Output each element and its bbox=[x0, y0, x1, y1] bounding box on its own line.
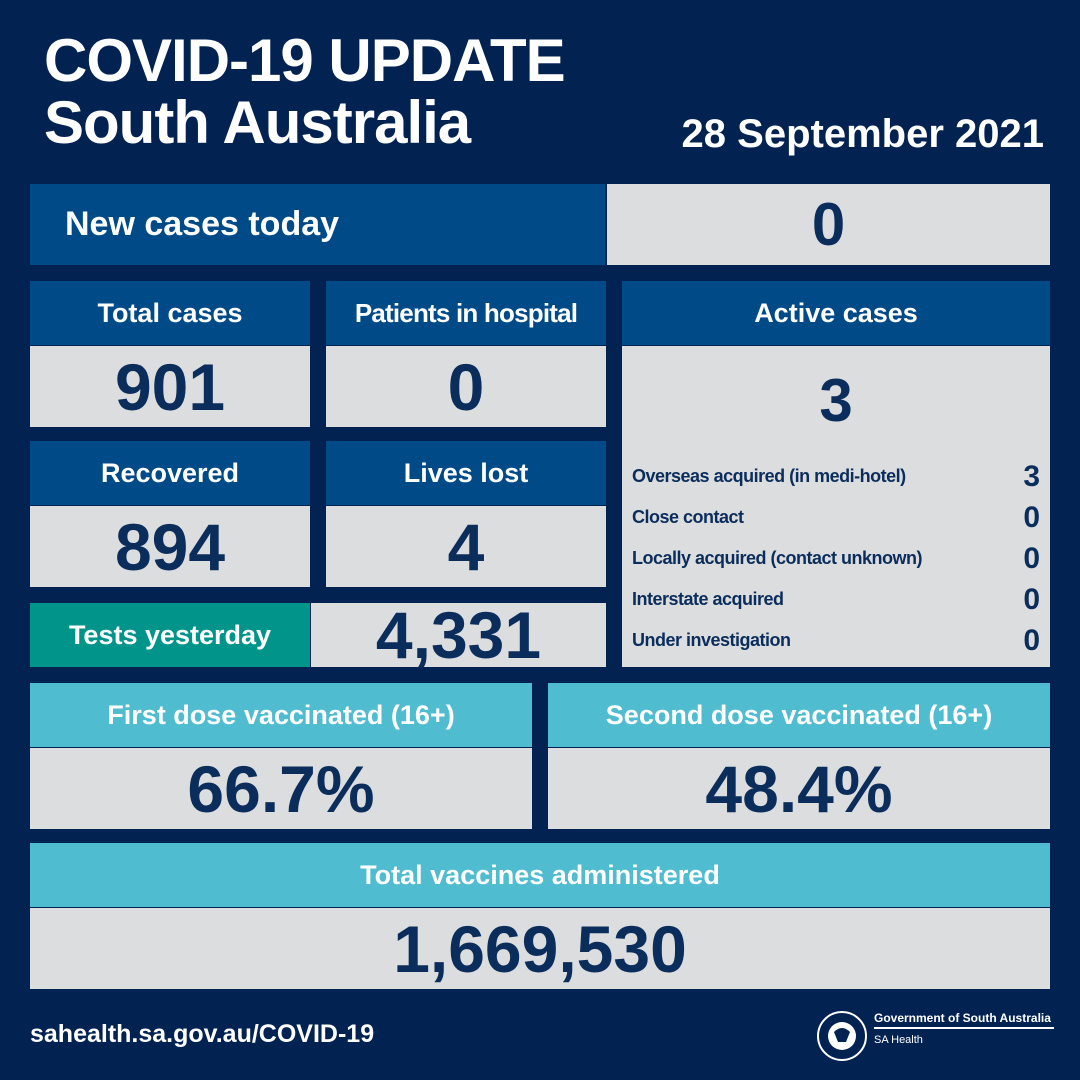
lives-lost-label: Lives lost bbox=[326, 441, 606, 505]
breakdown-label: Under investigation bbox=[632, 630, 791, 650]
first-dose-label: First dose vaccinated (16+) bbox=[30, 683, 532, 747]
total-vaccines-label: Total vaccines administered bbox=[30, 843, 1050, 907]
active-breakdown-row: Interstate acquired 0 bbox=[632, 579, 1040, 620]
breakdown-label: Overseas acquired (in medi-hotel) bbox=[632, 466, 906, 486]
active-breakdown-row: Overseas acquired (in medi-hotel) 3 bbox=[632, 456, 1040, 497]
second-dose-label: Second dose vaccinated (16+) bbox=[548, 683, 1050, 747]
active-breakdown-row: Under investigation 0 bbox=[632, 620, 1040, 661]
active-cases-value: 3 bbox=[819, 367, 853, 434]
breakdown-value: 0 bbox=[1023, 582, 1040, 616]
breakdown-value: 0 bbox=[1023, 623, 1040, 657]
hospital-value: 0 bbox=[326, 346, 606, 427]
active-breakdown-row: Locally acquired (contact unknown) 0 bbox=[632, 538, 1040, 579]
new-cases-value: 0 bbox=[607, 184, 1050, 265]
first-dose-value: 66.7% bbox=[30, 748, 532, 829]
page-title: COVID-19 UPDATE South Australia bbox=[44, 30, 644, 154]
total-cases-value: 901 bbox=[30, 346, 310, 427]
active-cases-panel: 3 Overseas acquired (in medi-hotel) 3 Clo… bbox=[622, 346, 1050, 667]
breakdown-label: Locally acquired (contact unknown) bbox=[632, 548, 923, 568]
breakdown-value: 3 bbox=[1023, 459, 1040, 493]
breakdown-label: Interstate acquired bbox=[632, 589, 784, 609]
total-vaccines-value: 1,669,530 bbox=[30, 908, 1050, 989]
active-cases-label: Active cases bbox=[622, 281, 1050, 345]
lives-lost-value: 4 bbox=[326, 506, 606, 587]
hospital-label: Patients in hospital bbox=[326, 281, 606, 345]
total-cases-label: Total cases bbox=[30, 281, 310, 345]
sa-seal-logo bbox=[816, 1010, 868, 1062]
title-line2: South Australia bbox=[44, 89, 471, 156]
breakdown-value: 0 bbox=[1023, 541, 1040, 575]
department-name: SA Health bbox=[874, 1034, 923, 1046]
active-breakdown-list: Overseas acquired (in medi-hotel) 3 Close… bbox=[632, 456, 1040, 661]
second-dose-value: 48.4% bbox=[548, 748, 1050, 829]
new-cases-label: New cases today bbox=[30, 184, 605, 265]
title-line1: COVID-19 UPDATE bbox=[44, 27, 566, 94]
tests-value: 4,331 bbox=[311, 602, 606, 668]
tests-label: Tests yesterday bbox=[30, 603, 310, 667]
breakdown-value: 0 bbox=[1023, 500, 1040, 534]
website-link[interactable]: sahealth.sa.gov.au/COVID-19 bbox=[30, 1020, 375, 1048]
government-name: Government of South Australia bbox=[874, 1011, 1054, 1029]
recovered-label: Recovered bbox=[30, 441, 310, 505]
recovered-value: 894 bbox=[30, 506, 310, 587]
update-date: 28 September 2021 bbox=[681, 112, 1044, 156]
breakdown-label: Close contact bbox=[632, 507, 744, 527]
active-breakdown-row: Close contact 0 bbox=[632, 497, 1040, 538]
